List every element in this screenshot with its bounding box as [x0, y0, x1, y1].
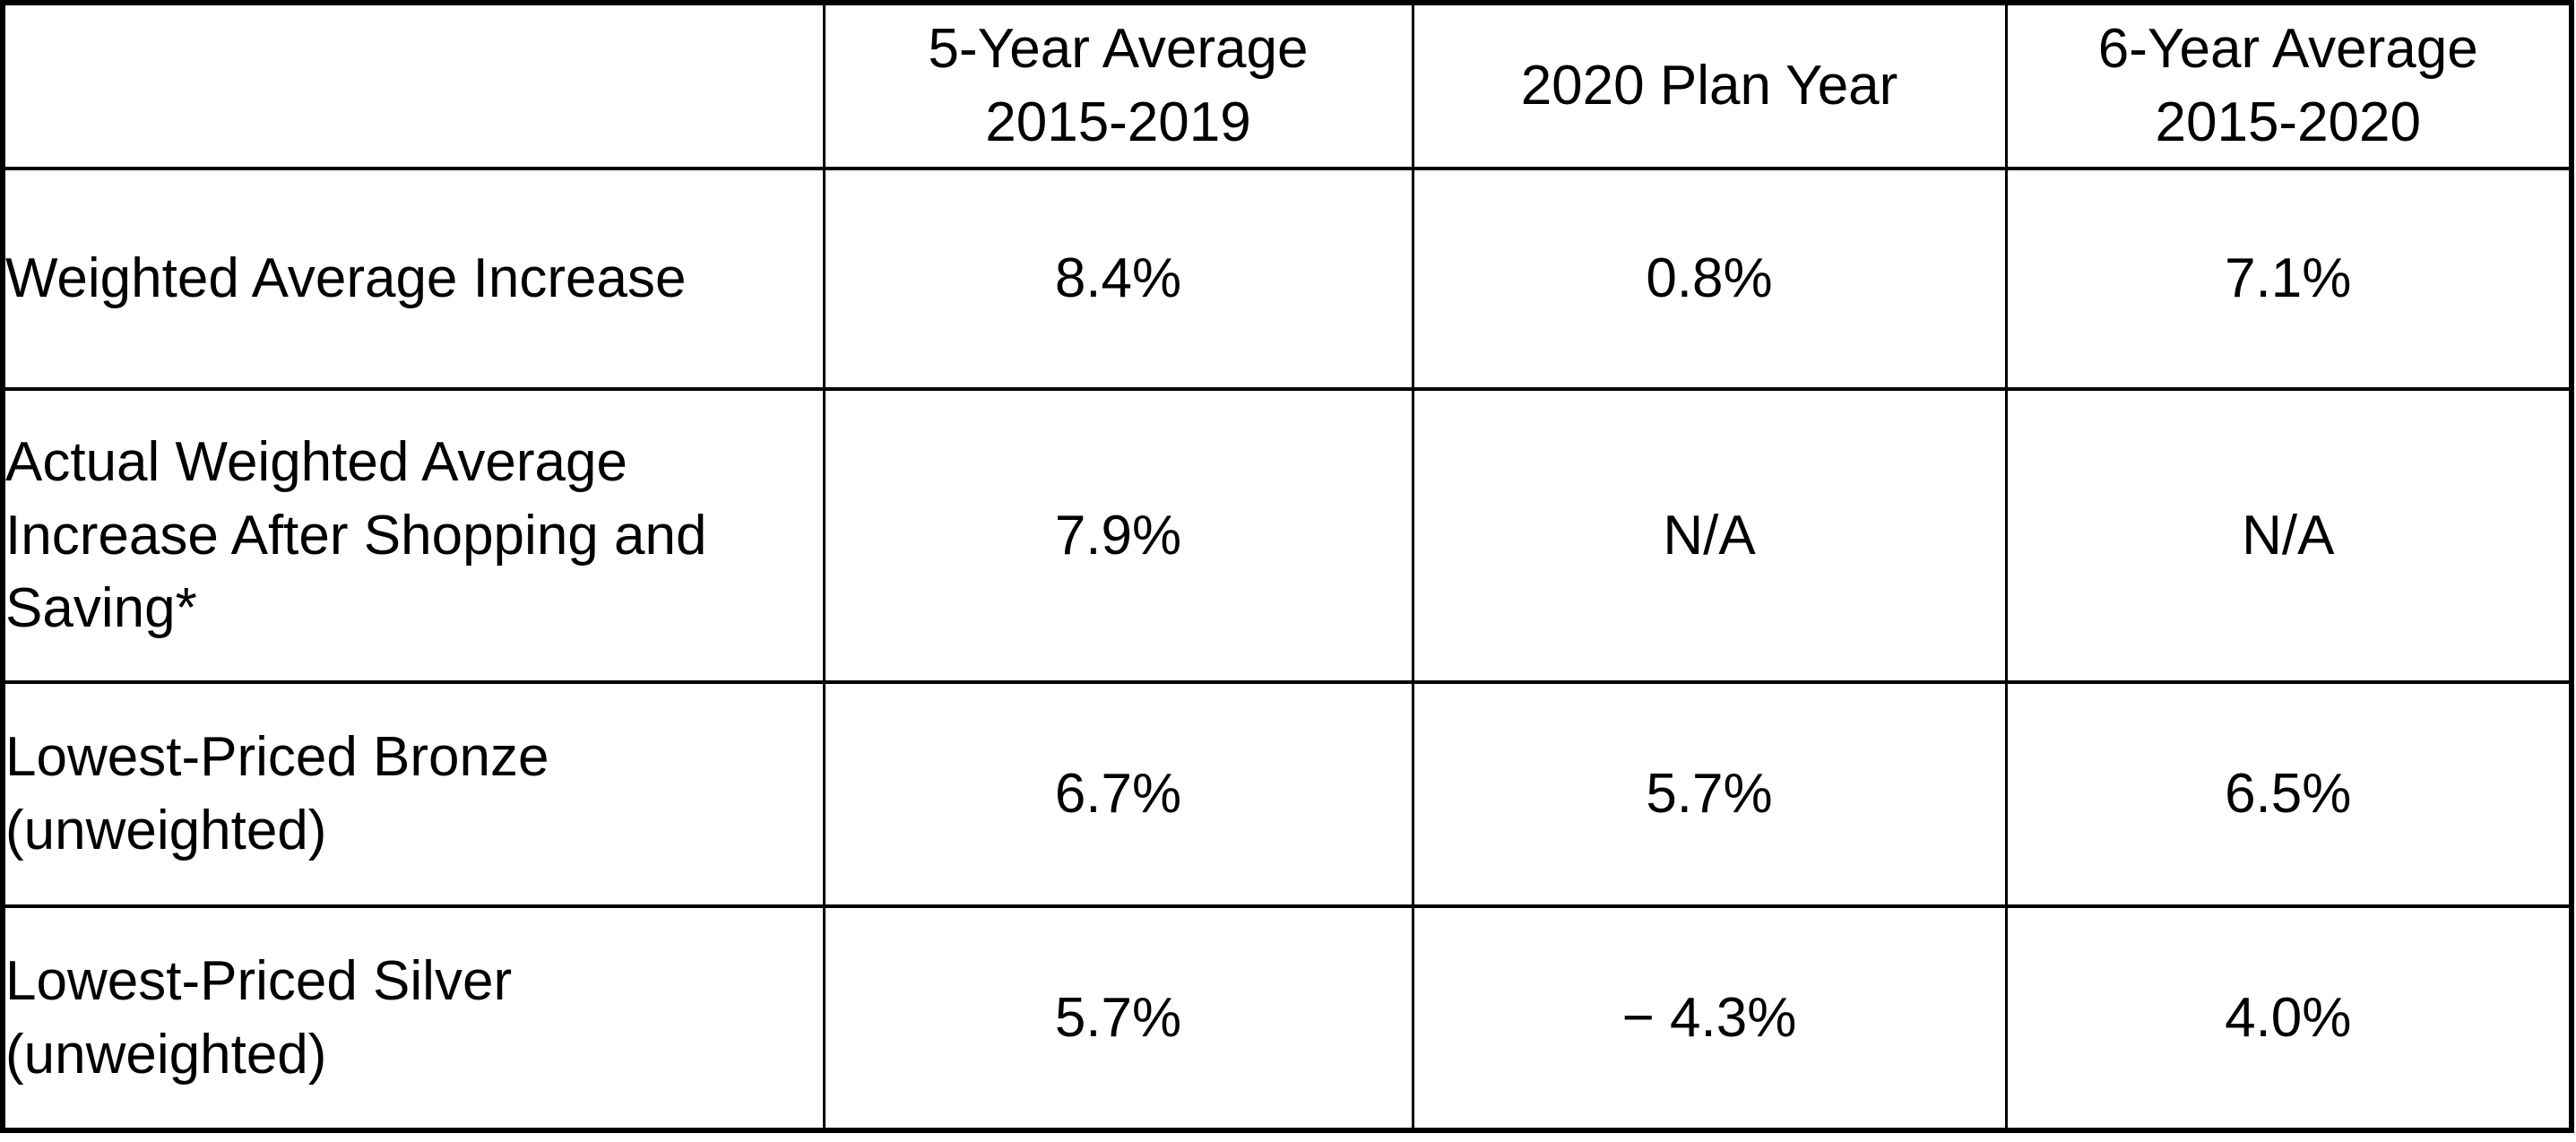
- row-label-lowest-priced-bronze: Lowest-Priced Bronze (unweighted): [1, 680, 826, 908]
- col-header-5-year-average: 5-Year Average 2015-2019: [822, 1, 1414, 170]
- table-row-weighted-average-increase: Weighted Average Increase 8.4% 0.8% 7.1%: [1, 167, 2573, 391]
- col-header-2020-plan-year: 2020 Plan Year: [1411, 1, 2008, 170]
- table-row-actual-weighted-average: Actual Weighted Average Increase After S…: [1, 387, 2573, 684]
- header-row: 5-Year Average 2015-2019 2020 Plan Year …: [1, 1, 2573, 170]
- row-label-weighted-average-increase: Weighted Average Increase: [1, 167, 826, 391]
- col-header-6-year-average: 6-Year Average 2015-2020: [2004, 1, 2573, 170]
- cell-weighted-average-5yr: 8.4%: [822, 167, 1414, 391]
- cell-silver-5yr: 5.7%: [822, 904, 1414, 1132]
- cell-actual-weighted-6yr: N/A: [2004, 387, 2573, 684]
- cell-silver-2020: − 4.3%: [1411, 904, 2008, 1132]
- cell-bronze-6yr: 6.5%: [2004, 680, 2573, 908]
- row-label-lowest-priced-silver: Lowest-Priced Silver (unweighted): [1, 904, 826, 1132]
- col-header-empty: [1, 1, 826, 170]
- cell-weighted-average-6yr: 7.1%: [2004, 167, 2573, 391]
- cell-actual-weighted-2020: N/A: [1411, 387, 2008, 684]
- table-row-lowest-priced-bronze: Lowest-Priced Bronze (unweighted) 6.7% 5…: [1, 680, 2573, 908]
- table-row-lowest-priced-silver: Lowest-Priced Silver (unweighted) 5.7% −…: [1, 904, 2573, 1132]
- cell-actual-weighted-5yr: 7.9%: [822, 387, 1414, 684]
- row-label-actual-weighted-average: Actual Weighted Average Increase After S…: [1, 387, 826, 684]
- cell-bronze-2020: 5.7%: [1411, 680, 2008, 908]
- cell-weighted-average-2020: 0.8%: [1411, 167, 2008, 391]
- cell-bronze-5yr: 6.7%: [822, 680, 1414, 908]
- cell-silver-6yr: 4.0%: [2004, 904, 2573, 1132]
